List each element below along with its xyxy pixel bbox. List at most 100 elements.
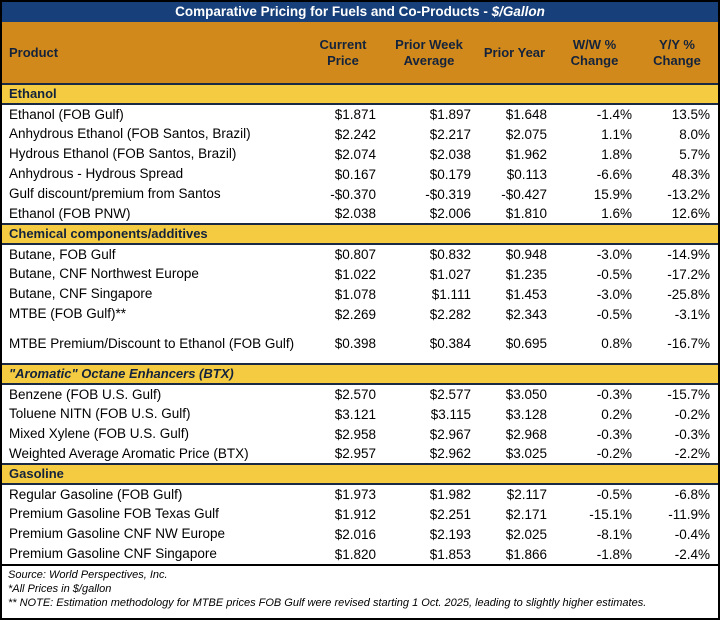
- prior-week-cell: $1.897: [429, 107, 471, 122]
- prior-week-cell: $0.179: [429, 166, 471, 182]
- yy-change-cell: -3.1%: [674, 306, 710, 322]
- prior-year-cell: $2.968: [505, 426, 547, 442]
- prior-year-cell: $2.025: [505, 526, 547, 542]
- table-title-bar: Comparative Pricing for Fuels and Co-Pro…: [2, 2, 718, 22]
- product-cell: Anhydrous Ethanol (FOB Santos, Brazil): [9, 126, 251, 142]
- column-header-prior-year: Prior Year: [476, 22, 553, 84]
- prior-week-cell: $1.027: [429, 266, 471, 282]
- yy-change-cell: -13.2%: [667, 186, 710, 202]
- ww-change-cell: 15.9%: [593, 186, 632, 202]
- current-price-cell: $2.242: [334, 126, 376, 142]
- table-row: Regular Gasoline (FOB Gulf) $1.973 $1.982 $…: [2, 484, 718, 504]
- current-price-cell: $2.570: [334, 387, 376, 402]
- product-cell: Mixed Xylene (FOB U.S. Gulf): [9, 426, 190, 442]
- table-row: Anhydrous Ethanol (FOB Santos, Brazil) $2…: [2, 124, 718, 144]
- prior-week-cell: $1.853: [429, 546, 471, 562]
- prior-year-cell: $1.648: [505, 107, 547, 122]
- column-header-row: Product Current Price Prior Week Average…: [2, 22, 718, 84]
- section-header-row: "Aromatic" Octane Enhancers (BTX): [2, 363, 718, 385]
- yy-change-cell: 13.5%: [671, 107, 710, 122]
- current-price-cell: $2.016: [334, 526, 376, 542]
- prior-week-cell: $0.832: [429, 247, 471, 262]
- ww-change-cell: -1.8%: [596, 546, 632, 562]
- yy-change-cell: -2.4%: [674, 546, 710, 562]
- current-price-cell: $1.078: [334, 286, 376, 302]
- prior-year-cell: $1.235: [505, 266, 547, 282]
- product-cell: MTBE Premium/Discount to Ethanol (FOB Gu…: [9, 335, 295, 351]
- table-row: Weighted Average Aromatic Price (BTX) $2.…: [2, 444, 718, 464]
- current-price-cell: $2.038: [334, 206, 376, 221]
- current-price-cell: -$0.370: [330, 186, 376, 202]
- prior-week-cell: $2.038: [429, 146, 471, 162]
- ww-change-cell: -0.5%: [596, 266, 632, 282]
- current-price-cell: $2.074: [334, 146, 376, 162]
- product-cell: Ethanol (FOB PNW): [9, 205, 131, 221]
- section-header-row: Ethanol: [2, 83, 718, 105]
- prior-week-cell: $1.982: [429, 487, 471, 502]
- product-cell: Benzene (FOB U.S. Gulf): [9, 386, 162, 402]
- column-header-yy-change: Y/Y % Change: [636, 22, 718, 84]
- yy-change-cell: -15.7%: [667, 387, 710, 402]
- yy-change-cell: -0.2%: [674, 406, 710, 422]
- section-title: "Aromatic" Octane Enhancers (BTX): [2, 363, 718, 385]
- product-cell: Toluene NITN (FOB U.S. Gulf): [9, 406, 191, 422]
- current-price-cell: $1.022: [334, 266, 376, 282]
- section-title: Ethanol: [2, 83, 718, 105]
- product-cell: Anhydrous - Hydrous Spread: [9, 166, 184, 182]
- column-header-current-price: Current Price: [304, 22, 382, 84]
- prior-week-cell: $1.111: [431, 286, 471, 302]
- table-row: Premium Gasoline CNF NW Europe $2.016 $2.1…: [2, 524, 718, 544]
- yy-change-cell: -6.8%: [674, 487, 710, 502]
- prior-year-cell: $1.866: [505, 546, 547, 562]
- prior-year-cell: $2.171: [505, 506, 547, 522]
- table-row: Anhydrous - Hydrous Spread $0.167 $0.179 $0…: [2, 164, 718, 184]
- product-cell: Butane, CNF Northwest Europe: [9, 266, 199, 282]
- yy-change-cell: -17.2%: [667, 266, 710, 282]
- product-cell: Butane, CNF Singapore: [9, 286, 153, 302]
- table-row: MTBE (FOB Gulf)** $2.269 $2.282 $2.343 -0.5%…: [2, 304, 718, 324]
- prior-year-cell: $0.113: [506, 166, 547, 182]
- prior-week-cell: -$0.319: [425, 186, 471, 202]
- product-cell: Premium Gasoline CNF NW Europe: [9, 526, 226, 542]
- current-price-cell: $1.820: [334, 546, 376, 562]
- ww-change-cell: -0.3%: [596, 387, 632, 402]
- yy-change-cell: -0.4%: [674, 526, 710, 542]
- prior-year-cell: $2.343: [505, 306, 547, 322]
- current-price-cell: $2.957: [334, 446, 376, 461]
- ww-change-cell: -0.5%: [596, 487, 632, 502]
- current-price-cell: $0.398: [334, 336, 376, 351]
- current-price-cell: $1.871: [334, 107, 376, 122]
- current-price-cell: $3.121: [334, 406, 376, 422]
- prior-year-cell: $0.695: [505, 336, 547, 351]
- prior-week-cell: $3.115: [430, 406, 471, 422]
- prior-year-cell: $3.050: [505, 387, 547, 402]
- prior-week-cell: $2.217: [429, 126, 471, 142]
- ww-change-cell: -6.6%: [596, 166, 632, 182]
- column-header-prior-week-average: Prior Week Average: [382, 22, 476, 84]
- prior-week-cell: $2.962: [429, 446, 471, 461]
- product-cell: Gulf discount/premium from Santos: [9, 186, 221, 202]
- footnote-source: Source: World Perspectives, Inc.: [8, 569, 168, 581]
- current-price-cell: $2.269: [334, 306, 376, 322]
- yy-change-cell: 12.6%: [671, 206, 710, 221]
- table-title: Comparative Pricing for Fuels and Co-Pro…: [175, 4, 492, 19]
- table-title-unit: $/Gallon: [491, 4, 545, 19]
- footnote-mtbe-note: ** NOTE: Estimation methodology for MTBE…: [8, 596, 647, 609]
- table-row: Benzene (FOB U.S. Gulf) $2.570 $2.577 $3.05…: [2, 384, 718, 404]
- prior-year-cell: $1.453: [505, 286, 547, 302]
- table-row: Butane, FOB Gulf $0.807 $0.832 $0.948 -3.0% -…: [2, 244, 718, 264]
- prior-week-cell: $2.251: [429, 506, 471, 522]
- product-cell: Regular Gasoline (FOB Gulf): [9, 486, 183, 502]
- yy-change-cell: -16.7%: [667, 336, 710, 351]
- ww-change-cell: 1.6%: [601, 206, 632, 221]
- table-row: Premium Gasoline CNF Singapore $1.820 $1.8…: [2, 544, 718, 564]
- table-body: Ethanol Ethanol (FOB Gulf) $1.871 $1.897 $1.…: [2, 83, 718, 564]
- table-row: Butane, CNF Singapore $1.078 $1.111 $1.453 -…: [2, 284, 718, 304]
- column-header-product: Product: [2, 22, 304, 84]
- yy-change-cell: 5.7%: [679, 146, 710, 162]
- prior-year-cell: $1.962: [505, 146, 547, 162]
- table-row: Butane, CNF Northwest Europe $1.022 $1.027…: [2, 264, 718, 284]
- prior-week-cell: $2.006: [429, 206, 471, 221]
- current-price-cell: $1.973: [334, 487, 376, 502]
